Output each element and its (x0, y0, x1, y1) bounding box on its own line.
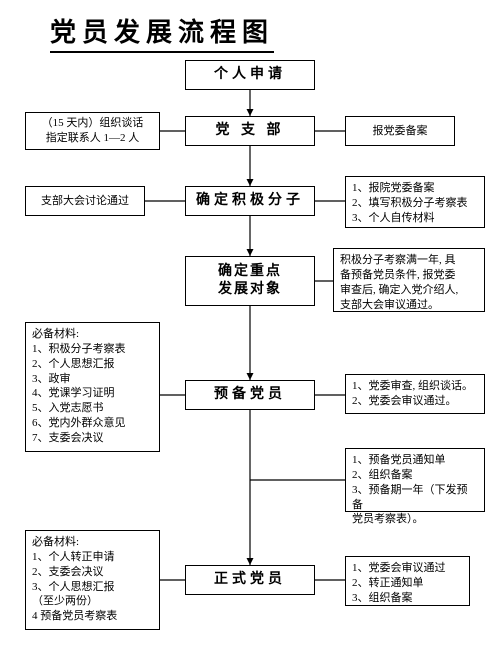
note-line: 5、入党志愿书 (32, 401, 104, 416)
note-line: 审查后, 确定入党介绍人, (340, 283, 458, 298)
note-line: 3、个人思想汇报 (32, 580, 115, 595)
note-line: 4 预备党员考察表 (32, 609, 117, 624)
note-line: 2、个人思想汇报 (32, 357, 115, 372)
note-line: 1、党委会审议通过 (352, 561, 446, 576)
note-line: （至少两份） (32, 594, 98, 609)
note-line: 备预备党员条件, 报党委 (340, 268, 456, 283)
note-line: 7、支委会决议 (32, 431, 104, 446)
note-prob-review: 1、党委审查, 组织谈话。 2、党委会审议通过。 (345, 374, 485, 414)
note-line: 积极分子考察满一年, 具 (340, 253, 456, 268)
note-line: 1、个人转正申请 (32, 550, 115, 565)
node-label: 确定积极分子 (196, 192, 304, 210)
note-line: 必备材料: (32, 535, 79, 550)
note-full-materials: 必备材料: 1、个人转正申请 2、支委会决议 3、个人思想汇报 （至少两份） 4… (25, 530, 160, 630)
note-line: 1、预备党员通知单 (352, 453, 446, 468)
note-line: 1、党委审查, 组织谈话。 (352, 379, 473, 394)
note-line: （15 天内）组织谈话 (42, 116, 144, 131)
note-line: 3、预备期一年（下发预备 (352, 483, 478, 513)
node-branch: 党 支 部 (185, 116, 315, 146)
node-probationary: 预备党员 (185, 380, 315, 410)
note-line: 2、转正通知单 (352, 576, 424, 591)
note-line: 3、组织备案 (352, 591, 413, 606)
note-line: 2、填写积极分子考察表 (352, 196, 468, 211)
note-line: 2、党委会审议通过。 (352, 394, 457, 409)
page-title: 党员发展流程图 (50, 12, 274, 53)
node-activist: 确定积极分子 (185, 186, 315, 216)
note-line: 必备材料: (32, 327, 79, 342)
note-line: 报党委备案 (373, 124, 428, 139)
note-line: 1、积极分子考察表 (32, 342, 126, 357)
note-full-approve: 1、党委会审议通过 2、转正通知单 3、组织备案 (345, 556, 470, 606)
note-talk: （15 天内）组织谈话 指定联系人 1—2 人 (25, 112, 160, 150)
note-prob-year: 1、预备党员通知单 2、组织备案 3、预备期一年（下发预备 党员考察表）。 (345, 448, 485, 512)
note-line: 4、党课学习证明 (32, 386, 115, 401)
note-line: 2、组织备案 (352, 468, 413, 483)
note-key-target: 积极分子考察满一年, 具 备预备党员条件, 报党委 审查后, 确定入党介绍人, … (333, 248, 485, 312)
note-report: 报党委备案 (345, 116, 455, 146)
node-label: 确定重点 (218, 263, 282, 281)
note-line: 支部大会讨论通过 (41, 194, 129, 209)
node-label: 个人申请 (214, 66, 286, 84)
note-line: 6、党内外群众意见 (32, 416, 126, 431)
note-line: 3、政审 (32, 372, 71, 387)
node-key-target: 确定重点 发展对象 (185, 256, 315, 306)
node-label: 党 支 部 (216, 122, 285, 140)
node-label: 发展对象 (218, 281, 282, 299)
node-label: 预备党员 (214, 386, 286, 404)
note-prep-materials: 必备材料: 1、积极分子考察表 2、个人思想汇报 3、政审 4、党课学习证明 5… (25, 322, 160, 452)
note-meeting-pass: 支部大会讨论通过 (25, 186, 145, 216)
note-activist-req: 1、报院党委备案 2、填写积极分子考察表 3、个人自传材料 (345, 176, 485, 228)
node-label: 正式党员 (214, 571, 286, 589)
note-line: 党员考察表）。 (352, 512, 424, 527)
node-full-member: 正式党员 (185, 565, 315, 595)
note-line: 2、支委会决议 (32, 565, 104, 580)
note-line: 1、报院党委备案 (352, 181, 435, 196)
note-line: 指定联系人 1—2 人 (46, 131, 140, 146)
note-line: 3、个人自传材料 (352, 211, 435, 226)
note-line: 支部大会审议通过。 (340, 298, 439, 313)
node-apply: 个人申请 (185, 60, 315, 90)
